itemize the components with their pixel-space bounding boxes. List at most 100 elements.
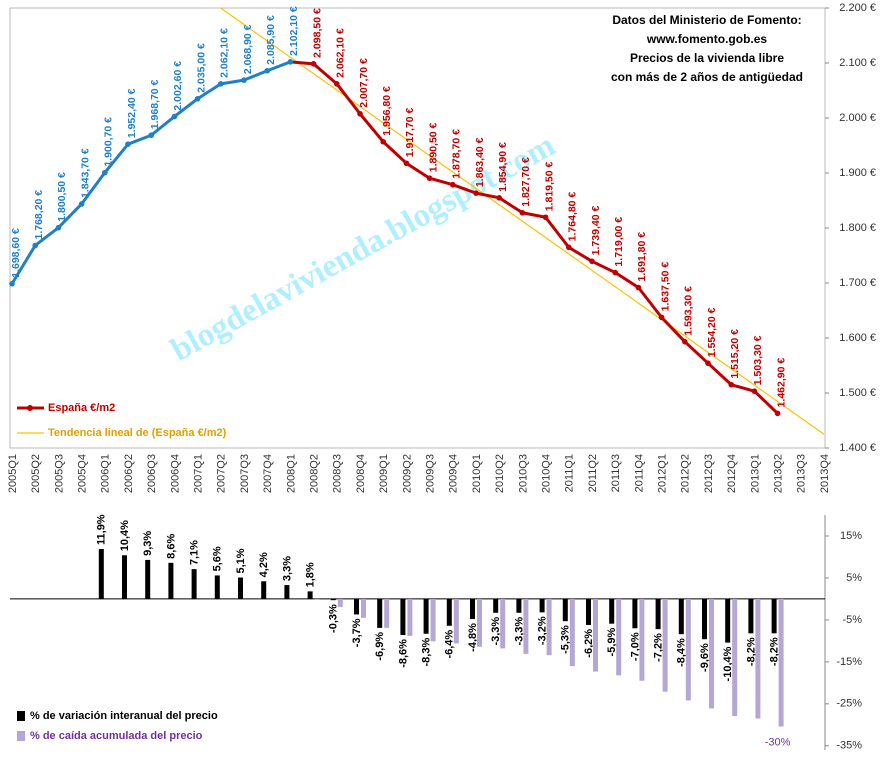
data-label: 2.062,10 € xyxy=(219,28,231,78)
data-label: 1.554,20 € xyxy=(706,307,718,357)
x-tick-label: 2008Q3 xyxy=(332,454,344,493)
x-tick-label: 2013Q1 xyxy=(749,454,761,493)
point xyxy=(705,360,711,366)
data-label: 1.637,50 € xyxy=(659,262,671,312)
series-line xyxy=(614,271,640,289)
bar xyxy=(191,569,197,599)
point xyxy=(55,224,62,231)
data-label: 1.917,70 € xyxy=(404,107,416,157)
data-label: 8,6% xyxy=(165,534,177,559)
legend-label: España €/m2 xyxy=(48,402,115,414)
bar xyxy=(470,598,475,620)
x-tick-label: 2007Q4 xyxy=(262,454,274,493)
series-line xyxy=(312,62,338,85)
bar xyxy=(709,598,714,709)
data-label: 11,9% xyxy=(96,514,108,545)
bar xyxy=(639,598,645,681)
bar xyxy=(446,598,452,626)
y-tick-label: 1.700 € xyxy=(839,277,876,289)
x-tick-label: 2011Q1 xyxy=(564,454,576,492)
series-line xyxy=(429,176,454,187)
data-label: -0,3% xyxy=(328,604,340,633)
data-label: 1.819,50 € xyxy=(543,161,555,211)
bar xyxy=(732,598,738,717)
data-label: 9,3% xyxy=(142,531,154,556)
y-tick-label: 1.800 € xyxy=(839,222,876,234)
x-tick-label: 2008Q4 xyxy=(355,454,367,493)
x-tick-label: 2006Q2 xyxy=(123,454,135,493)
series-line xyxy=(591,259,616,274)
data-label: -10,4% xyxy=(722,646,734,681)
x-tick-label: 2013Q4 xyxy=(819,454,831,493)
x-tick-label: 2012Q4 xyxy=(726,454,738,493)
series-line xyxy=(706,362,733,386)
series-line xyxy=(683,340,710,365)
x-tick-label: 2006Q4 xyxy=(169,454,181,493)
point xyxy=(194,95,201,102)
data-label: -8,3% xyxy=(421,638,433,667)
x-tick-label: 2011Q2 xyxy=(587,454,599,492)
y-tick-label: 2.100 € xyxy=(839,57,876,69)
point xyxy=(426,175,433,182)
point xyxy=(612,269,618,276)
x-tick-label: 2005Q2 xyxy=(30,454,42,493)
series-line xyxy=(335,82,362,115)
bar xyxy=(593,598,598,672)
x-tick-label: 2009Q4 xyxy=(448,454,460,493)
series-line xyxy=(568,246,593,263)
bar xyxy=(771,598,777,634)
bar xyxy=(407,598,413,636)
series-line xyxy=(290,60,314,66)
bar xyxy=(609,598,615,624)
y-tick-label: -5% xyxy=(842,614,862,626)
data-label: 1.800,50 € xyxy=(56,172,68,222)
data-label: 1.764,80 € xyxy=(567,192,579,242)
x-tick-label: 2013Q2 xyxy=(773,454,785,493)
legend-swatch xyxy=(17,711,25,721)
x-tick-label: 2010Q3 xyxy=(517,454,529,493)
data-label: 1.863,40 € xyxy=(474,137,486,187)
data-label: -6,2% xyxy=(583,629,595,658)
series-line xyxy=(382,140,408,165)
series-line xyxy=(173,97,199,118)
data-label: -9,6% xyxy=(699,643,711,672)
bar xyxy=(685,598,691,701)
data-label: 10,4% xyxy=(119,520,131,551)
y-tick-label: 15% xyxy=(840,530,862,542)
x-tick-label: 2010Q1 xyxy=(471,454,483,493)
bar xyxy=(284,585,290,599)
point xyxy=(589,258,595,265)
y-tick-label: -35% xyxy=(836,740,862,752)
point xyxy=(496,195,503,201)
y-tick-label: 1.400 € xyxy=(839,442,876,454)
x-tick-label: 2010Q2 xyxy=(494,454,506,493)
x-tick-label: 2009Q2 xyxy=(401,454,413,493)
point xyxy=(751,388,758,394)
series-line xyxy=(498,196,524,215)
bar xyxy=(662,598,668,692)
data-label: 1.890,50 € xyxy=(427,122,439,172)
bar xyxy=(354,598,359,615)
bar xyxy=(361,598,366,618)
data-label: 5,1% xyxy=(235,548,247,573)
x-tick-label: 2010Q4 xyxy=(541,454,553,493)
bar xyxy=(430,598,436,642)
bar xyxy=(516,598,522,613)
x-tick-label: 2008Q1 xyxy=(285,454,297,493)
series-line xyxy=(243,69,268,82)
data-label: 3,3% xyxy=(281,556,293,581)
legend-label: Tendencia lineal de (España €/m2) xyxy=(48,427,227,439)
y-tick-label: -15% xyxy=(836,656,862,668)
x-tick-label: 2012Q1 xyxy=(657,454,669,493)
data-label: 1.900,70 € xyxy=(103,117,115,167)
data-label: -8,4% xyxy=(676,638,688,667)
data-label: -30% xyxy=(765,736,791,748)
series-line xyxy=(405,162,431,180)
x-tick-label: 2009Q3 xyxy=(425,454,437,493)
data-label: 1.593,30 € xyxy=(683,286,695,336)
bar xyxy=(384,598,390,628)
bar xyxy=(616,598,622,676)
data-label: 2.085,90 € xyxy=(265,15,277,65)
data-label: 1.768,20 € xyxy=(33,190,45,240)
